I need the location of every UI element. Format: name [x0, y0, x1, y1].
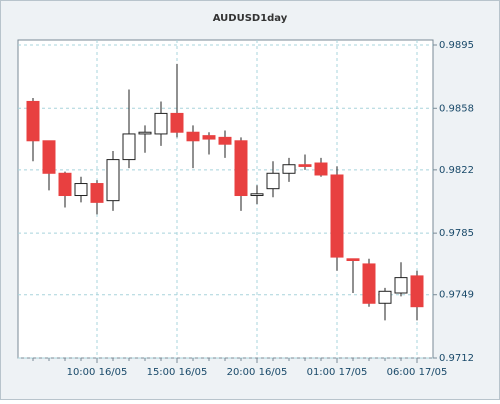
y-tick-label: 0.9785 — [439, 228, 474, 239]
candle-body — [74, 183, 88, 197]
candle-body — [186, 131, 200, 142]
candle-body — [218, 136, 232, 145]
candle-body — [234, 140, 248, 197]
x-tick-label: 15:00 16/05 — [147, 367, 208, 378]
x-tick-label: 10:00 16/05 — [67, 367, 128, 378]
x-tick-label: 06:00 17/05 — [387, 367, 448, 378]
candle-body — [154, 112, 168, 135]
candle-body — [90, 183, 104, 203]
candle-body — [170, 112, 184, 133]
candle-body — [298, 164, 312, 167]
candle-body — [394, 277, 408, 294]
candle-body — [378, 290, 392, 304]
candle-body — [410, 275, 424, 308]
y-tick-label: 0.9858 — [439, 103, 474, 114]
candle-body — [202, 135, 216, 140]
candle-body — [106, 159, 120, 202]
candle-body — [138, 131, 152, 135]
x-tick-label: 20:00 16/05 — [227, 367, 288, 378]
candle-body — [346, 258, 360, 262]
candle-body — [362, 263, 376, 304]
candle-body — [330, 174, 344, 258]
candle-body — [314, 162, 328, 176]
y-tick-label: 0.9712 — [439, 353, 474, 364]
x-tick-label: 01:00 17/05 — [307, 367, 368, 378]
y-tick-label: 0.9749 — [439, 290, 474, 301]
candle-body — [58, 172, 72, 197]
candle-body — [122, 133, 136, 161]
candle-body — [26, 100, 40, 142]
y-tick-label: 0.9822 — [439, 165, 474, 176]
plot-area — [17, 39, 434, 359]
candle-body — [266, 172, 280, 190]
candle-body — [282, 164, 296, 174]
candle-body — [250, 193, 264, 197]
y-tick-label: 0.9895 — [439, 40, 474, 51]
candle-body — [42, 140, 56, 174]
chart-title: AUDUSD1day — [213, 13, 288, 24]
